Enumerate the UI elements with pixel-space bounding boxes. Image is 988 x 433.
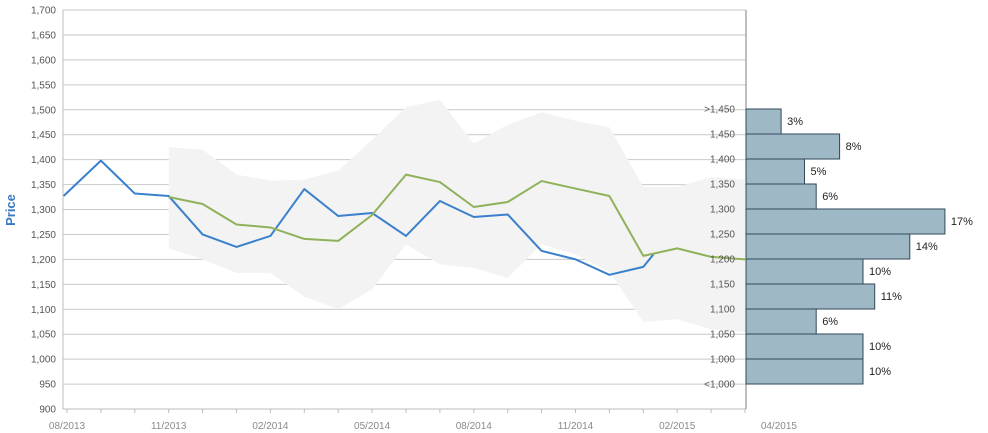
distribution-bar (745, 233, 911, 260)
distribution-bar (745, 333, 864, 360)
distribution-bar (745, 308, 817, 335)
y-tick-label: 1,400 (31, 155, 56, 166)
distribution-bar (745, 283, 876, 310)
distribution-value-label: 10% (869, 266, 891, 278)
distribution-category-label: 1,100 (710, 305, 735, 316)
distribution-category-label: 1,000 (710, 355, 735, 366)
range-band-area (168, 99, 745, 332)
y-axis-label: Price (3, 194, 18, 226)
distribution-histogram: 3% 8% 5% 6% 17% 14% 10% 11% 6% 10% 10% (745, 108, 973, 385)
y-tick-label: 1,000 (31, 355, 56, 366)
distribution-category-label: <1,000 (704, 380, 735, 391)
y-tick-label: 1,450 (31, 130, 56, 141)
y-tick-label: 900 (39, 405, 56, 416)
y-tick-label: 1,150 (31, 280, 56, 291)
distribution-category-label: 1,300 (710, 205, 735, 216)
x-tick-label: 08/2013 (49, 421, 86, 432)
distribution-value-label: 8% (846, 141, 862, 153)
distribution-bar (745, 208, 946, 235)
x-tick-label: 02/2014 (252, 421, 289, 432)
distribution-bar (745, 358, 864, 385)
y-tick-label: 1,200 (31, 255, 56, 266)
y-tick-label: 1,600 (31, 55, 56, 66)
distribution-value-label: 10% (869, 366, 891, 378)
x-tick-label: 05/2014 (354, 421, 391, 432)
y-tick-label: 950 (39, 380, 56, 391)
y-tick-labels: 900 950 1,000 1,050 1,100 1,150 1,200 1,250 1,30… (31, 6, 56, 416)
y-tick-label: 1,250 (31, 230, 56, 241)
distribution-bar (745, 133, 841, 160)
distribution-category-label: 1,050 (710, 330, 735, 341)
y-tick-label: 1,050 (31, 330, 56, 341)
distribution-value-label: 10% (869, 341, 891, 353)
distribution-value-label: 6% (822, 316, 838, 328)
distribution-category-label: 1,250 (710, 230, 735, 241)
distribution-value-label: 14% (916, 241, 938, 253)
range-band (168, 99, 745, 332)
distribution-category-label: >1,450 (704, 105, 735, 116)
y-tick-label: 1,350 (31, 180, 56, 191)
distribution-bar (745, 258, 864, 285)
series-line-2 (168, 173, 746, 261)
distribution-value-label: 5% (811, 166, 827, 178)
distribution-value-label: 17% (951, 216, 973, 228)
x-tick-label: 11/2014 (558, 421, 594, 432)
y-tick-label: 1,500 (31, 105, 56, 116)
series-lines (62, 159, 746, 276)
distribution-category-label: 1,200 (710, 255, 735, 266)
distribution-bar (745, 108, 782, 135)
distribution-bar (745, 158, 805, 185)
y-tick-label: 1,300 (31, 205, 56, 216)
distribution-value-label: 11% (881, 291, 902, 303)
series-line-1 (62, 159, 655, 276)
y-tick-label: 1,700 (31, 6, 56, 17)
distribution-bar (745, 183, 817, 210)
x-tick-label: 02/2015 (659, 421, 696, 432)
x-tick-label: 04/2015 (761, 421, 798, 432)
distribution-category-label: 1,400 (710, 155, 735, 166)
distribution-category-label: 1,150 (710, 280, 735, 291)
x-tick-labels: 08/2013 11/2013 02/2014 05/2014 08/2014 11/20… (49, 421, 797, 432)
distribution-category-label: 1,450 (710, 130, 735, 141)
y-tick-label: 1,650 (31, 30, 56, 41)
distribution-category-label: 1,350 (710, 180, 735, 191)
x-tick-label: 08/2014 (456, 421, 493, 432)
distribution-value-label: 3% (787, 116, 803, 128)
distribution-category-labels: >1,450 1,450 1,400 1,350 1,300 1,250 1,200 1,15… (704, 105, 735, 391)
y-tick-label: 1,550 (31, 80, 56, 91)
distribution-value-label: 6% (822, 191, 838, 203)
x-tick-label: 11/2013 (151, 421, 187, 432)
y-tick-label: 1,100 (31, 305, 56, 316)
